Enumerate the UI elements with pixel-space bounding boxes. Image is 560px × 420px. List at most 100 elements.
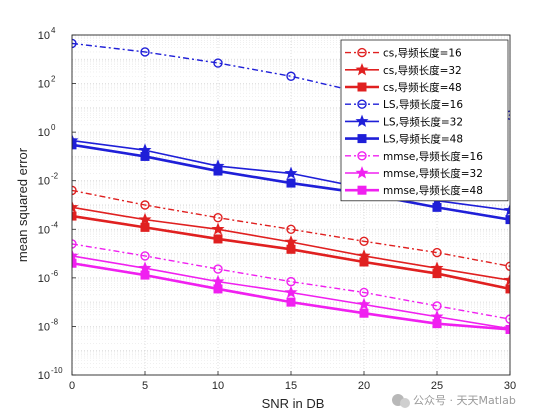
data-point xyxy=(140,251,150,261)
y-tick-exponent: -10 xyxy=(51,366,63,375)
legend-entry: cs,导频长度=48 xyxy=(345,81,462,94)
y-tick-exponent: 4 xyxy=(51,26,56,35)
x-tick-label: 10 xyxy=(212,380,224,392)
data-point xyxy=(286,297,296,307)
data-point xyxy=(359,236,369,247)
data-point xyxy=(213,284,223,294)
data-point xyxy=(359,308,369,318)
data-point xyxy=(284,235,298,248)
data-point xyxy=(72,200,79,213)
data-point xyxy=(432,247,442,258)
legend-marker xyxy=(355,114,369,127)
data-point xyxy=(432,269,442,279)
data-point xyxy=(72,258,77,268)
x-tick-label: 25 xyxy=(431,380,443,392)
y-tick-label: 10 -10 xyxy=(38,366,63,382)
legend-entry: cs,导频长度=32 xyxy=(345,62,462,77)
y-tick-label: 10 -4 xyxy=(38,220,59,236)
data-point xyxy=(140,151,150,161)
series-line xyxy=(72,243,510,320)
data-point xyxy=(213,212,223,223)
data-point xyxy=(505,324,510,334)
y-tick-exponent: -4 xyxy=(51,220,59,229)
data-point xyxy=(286,276,296,287)
y-tick-base: 10 xyxy=(38,176,50,188)
series-7 xyxy=(72,239,510,324)
data-point xyxy=(505,215,510,225)
data-point xyxy=(505,314,510,324)
x-tick-label: 5 xyxy=(142,380,148,392)
y-tick-base: 10 xyxy=(38,30,50,42)
y-tick-label: 10 2 xyxy=(38,75,56,91)
series-6 xyxy=(72,140,510,225)
y-tick-base: 10 xyxy=(38,370,50,382)
data-point xyxy=(72,38,77,49)
legend-entry: mmse,导频长度=48 xyxy=(345,184,483,197)
data-point xyxy=(211,222,225,235)
y-tick-label: 10 -8 xyxy=(38,317,59,333)
y-tick-exponent: -6 xyxy=(51,269,59,278)
data-point xyxy=(72,211,77,221)
legend-label: mmse,导频长度=32 xyxy=(383,167,483,180)
legend-marker xyxy=(355,62,369,76)
data-point xyxy=(432,301,442,311)
x-tick-label: 20 xyxy=(358,380,370,392)
x-axis-label: SNR in DB xyxy=(262,396,325,411)
watermark-text: 公众号 · 天天Matlab xyxy=(413,394,516,407)
y-tick-base: 10 xyxy=(38,224,50,236)
series-1 xyxy=(72,185,510,271)
legend-label: LS,导频长度=16 xyxy=(383,98,463,111)
legend-marker xyxy=(357,82,367,92)
data-point xyxy=(213,166,223,176)
data-point xyxy=(505,261,510,271)
legend-label: cs,导频长度=32 xyxy=(383,64,462,77)
x-tick-label: 30 xyxy=(504,380,516,392)
data-point xyxy=(213,234,223,244)
legend-entry: mmse,导频长度=32 xyxy=(345,166,483,180)
data-point xyxy=(140,222,150,232)
data-point xyxy=(213,58,223,68)
series-8 xyxy=(72,249,510,335)
legend-label: LS,导频长度=32 xyxy=(383,115,463,128)
legend-marker xyxy=(357,47,367,58)
legend: cs,导频长度=16 cs,导频长度=32 cs,导频长度=48 LS,导频长度=16… xyxy=(340,39,509,202)
series-9 xyxy=(72,258,510,334)
wechat-icon xyxy=(392,394,410,408)
y-tick-exponent: -8 xyxy=(51,317,59,326)
data-point xyxy=(432,202,442,212)
data-point xyxy=(357,297,371,311)
y-tick-base: 10 xyxy=(38,321,50,333)
legend-label: mmse,导频长度=48 xyxy=(383,184,483,197)
y-tick-exponent: 0 xyxy=(51,123,56,132)
legend-entry: LS,导频长度=32 xyxy=(345,114,463,128)
y-tick-base: 10 xyxy=(38,273,50,285)
data-point xyxy=(72,185,77,196)
x-tick-label: 15 xyxy=(285,380,297,392)
y-tick-exponent: 2 xyxy=(51,75,56,84)
data-point xyxy=(286,178,296,188)
data-point xyxy=(503,203,510,216)
axes-frame xyxy=(71,34,511,376)
series-3 xyxy=(72,211,510,294)
legend-marker xyxy=(357,151,367,161)
data-point xyxy=(284,166,298,179)
legend-label: LS,导频长度=48 xyxy=(383,133,463,146)
y-tick-label: 10 0 xyxy=(38,123,56,139)
legend-entry: mmse,导频长度=16 xyxy=(345,150,483,163)
x-axis-ticks: 0 5 10 15 20 25 30 xyxy=(69,371,516,392)
data-point xyxy=(213,264,223,274)
series-line xyxy=(72,189,510,267)
data-point xyxy=(432,319,442,329)
legend-marker xyxy=(355,166,369,179)
legend-label: mmse,导频长度=16 xyxy=(383,150,483,163)
data-point xyxy=(140,47,150,57)
y-tick-base: 10 xyxy=(38,127,50,139)
legend-label: cs,导频长度=16 xyxy=(383,47,462,60)
y-axis-label: mean squared error xyxy=(15,147,30,262)
data-point xyxy=(505,284,510,294)
data-point xyxy=(359,287,369,298)
y-tick-label: 10 -6 xyxy=(38,269,59,285)
series-2 xyxy=(72,200,510,286)
